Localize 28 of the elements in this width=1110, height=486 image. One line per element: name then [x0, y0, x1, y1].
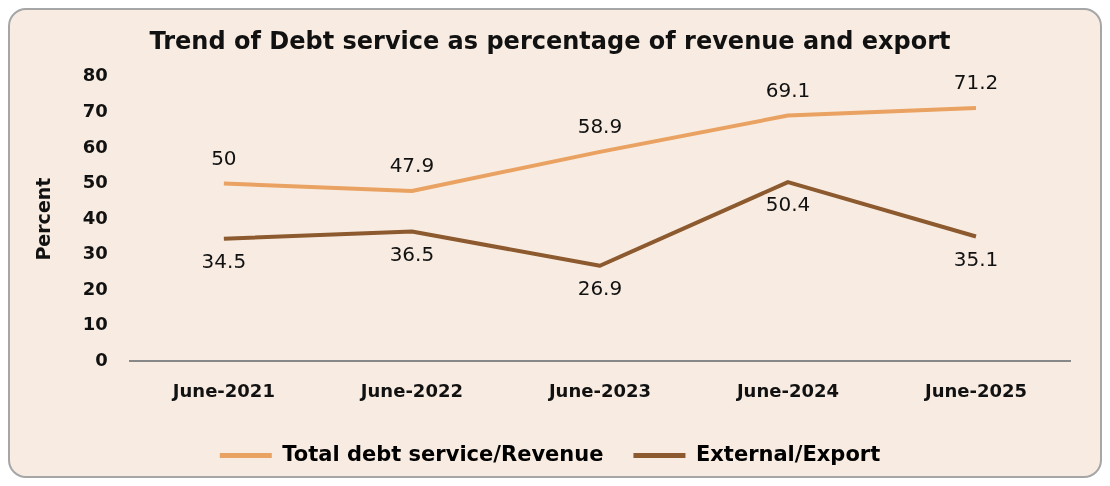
y-tick-label: 40: [82, 206, 108, 228]
y-tick-label: 30: [82, 242, 108, 264]
data-label: 36.5: [389, 241, 435, 266]
x-tick-label: June-2022: [358, 379, 463, 401]
y-tick-label: 0: [95, 349, 108, 371]
data-label: 26.9: [577, 275, 623, 300]
x-tick-label: June-2024: [734, 379, 840, 401]
data-label: 69.1: [765, 77, 811, 102]
y-tick-label: 10: [82, 313, 108, 335]
data-label: 71.2: [953, 70, 999, 95]
data-label: 50: [211, 145, 237, 170]
x-tick-label: June-2021: [170, 379, 275, 401]
y-tick-label: 20: [82, 277, 108, 299]
data-label: 34.5: [201, 248, 247, 273]
data-label: 58.9: [577, 114, 623, 139]
y-tick-label: 60: [82, 135, 108, 157]
y-tick-label: 70: [82, 100, 108, 122]
x-tick-label: June-2023: [546, 379, 651, 401]
y-tick-label: 80: [82, 64, 108, 86]
y-axis-title: Percent: [32, 177, 55, 261]
legend-label: External/Export: [695, 441, 881, 466]
y-tick-label: 50: [82, 171, 108, 193]
legend-label: Total debt service/Revenue: [282, 441, 604, 466]
x-tick-label: June-2025: [922, 379, 1028, 401]
data-label: 35.1: [953, 246, 999, 271]
data-label: 50.4: [765, 192, 811, 217]
chart-title: Trend of Debt service as percentage of revenue and export: [149, 26, 951, 55]
data-label: 47.9: [389, 153, 435, 178]
